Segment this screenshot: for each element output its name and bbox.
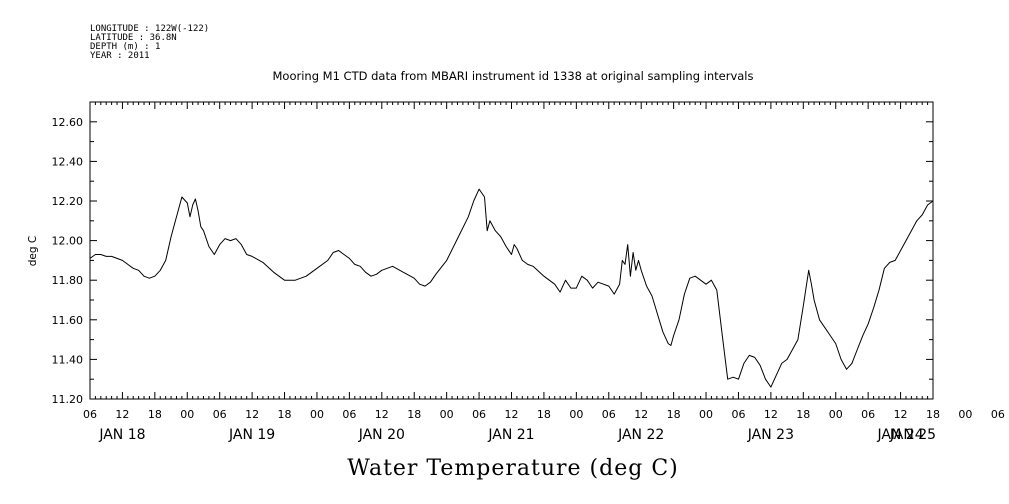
y-tick-label: 12.40 bbox=[52, 155, 84, 168]
x-day-label: JAN 19 bbox=[228, 427, 275, 443]
x-hour-tick-label: 18 bbox=[796, 408, 810, 421]
x-hour-tick-label: 00 bbox=[180, 408, 194, 421]
x-day-label: JAN 25 bbox=[889, 427, 936, 443]
x-hour-tick-label: 06 bbox=[342, 408, 356, 421]
x-day-labels: JAN 18 JAN 19 JAN 20 JAN 21 JAN 22 JAN 23 JAN … bbox=[98, 427, 936, 443]
series-layer bbox=[89, 188, 934, 388]
y-tick-label: 11.40 bbox=[52, 353, 84, 366]
x-hour-tick-label: 12 bbox=[505, 408, 519, 421]
x-hour-tick-label: 12 bbox=[115, 408, 129, 421]
y-tick-labels: 11.20 11.40 11.60 11.80 12.00 12.20 12.40 12.60 bbox=[52, 116, 84, 406]
chart-title: Mooring M1 CTD data from MBARI instrumen… bbox=[273, 69, 754, 83]
series-line-water-temperature bbox=[89, 188, 934, 388]
x-hour-tick-label: 06 bbox=[602, 408, 616, 421]
x-hour-tick-label: 00 bbox=[569, 408, 583, 421]
header-year: YEAR : 2011 bbox=[90, 51, 150, 61]
x-hour-tick-label: 00 bbox=[310, 408, 324, 421]
y-tick-label: 11.60 bbox=[52, 314, 84, 327]
x-hour-tick-label: 18 bbox=[148, 408, 162, 421]
x-hour-tick-label: 06 bbox=[731, 408, 745, 421]
tick-marks bbox=[89, 101, 934, 400]
x-hour-tick-label: 06 bbox=[861, 408, 875, 421]
x-hour-tick-label: 18 bbox=[926, 408, 940, 421]
y-tick-label: 12.00 bbox=[52, 235, 84, 248]
x-hour-tick-label: 06 bbox=[991, 408, 1005, 421]
x-hour-tick-label: 12 bbox=[245, 408, 259, 421]
x-hour-tick-label: 06 bbox=[472, 408, 486, 421]
x-day-label: JAN 24 bbox=[876, 427, 923, 443]
bottom-title: Water Temperature (deg C) bbox=[347, 456, 679, 481]
x-hour-tick-label: 12 bbox=[894, 408, 908, 421]
x-day-label: JAN 21 bbox=[487, 427, 534, 443]
x-hour-tick-label: 06 bbox=[83, 408, 97, 421]
header-depth: DEPTH (m) : 1 bbox=[90, 42, 160, 52]
x-hour-tick-label: 00 bbox=[958, 408, 972, 421]
y-tick-label: 11.20 bbox=[52, 393, 84, 406]
x-hour-tick-label: 18 bbox=[278, 408, 292, 421]
y-tick-label: 11.80 bbox=[52, 274, 84, 287]
x-hour-tick-label: 00 bbox=[699, 408, 713, 421]
x-hour-tick-label: 00 bbox=[829, 408, 843, 421]
metadata-header: LONGITUDE : 122W(-122) LATITUDE : 36.8N … bbox=[90, 24, 209, 61]
x-day-label: JAN 18 bbox=[98, 427, 145, 443]
x-hour-tick-label: 12 bbox=[764, 408, 778, 421]
x-day-label: JAN 20 bbox=[358, 427, 405, 443]
header-longitude: LONGITUDE : 122W(-122) bbox=[90, 24, 209, 34]
x-hour-tick-label: 12 bbox=[375, 408, 389, 421]
x-hour-tick-label: 00 bbox=[440, 408, 454, 421]
y-tick-label: 12.60 bbox=[52, 116, 84, 129]
x-day-label: JAN 23 bbox=[747, 427, 794, 443]
x-hour-tick-label: 18 bbox=[667, 408, 681, 421]
x-hour-tick-labels: 06 12 18 00 06 12 18 00 06 12 18 00 06 12 18 00 06 12 18 00… bbox=[83, 408, 1005, 421]
header-latitude: LATITUDE : 36.8N bbox=[90, 33, 177, 43]
x-hour-tick-label: 18 bbox=[407, 408, 421, 421]
x-hour-tick-label: 06 bbox=[213, 408, 227, 421]
x-hour-tick-label: 18 bbox=[537, 408, 551, 421]
x-day-label: JAN 22 bbox=[617, 427, 664, 443]
x-hour-tick-label: 12 bbox=[634, 408, 648, 421]
y-tick-label: 12.20 bbox=[52, 195, 84, 208]
y-axis-label: deg C bbox=[27, 236, 39, 266]
